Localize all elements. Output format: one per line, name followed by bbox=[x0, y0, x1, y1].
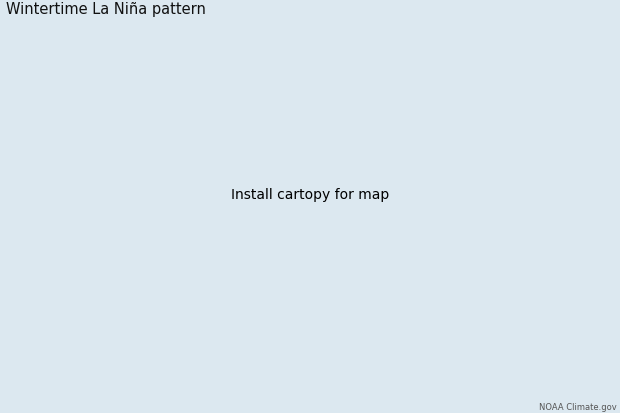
Text: Wintertime La Niña pattern: Wintertime La Niña pattern bbox=[6, 2, 206, 17]
Text: Install cartopy for map: Install cartopy for map bbox=[231, 187, 389, 201]
Text: NOAA Climate.gov: NOAA Climate.gov bbox=[539, 402, 617, 411]
